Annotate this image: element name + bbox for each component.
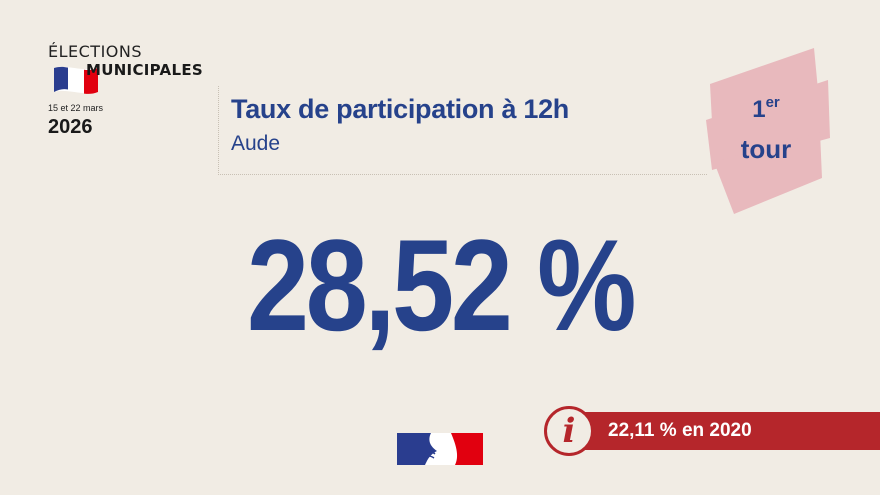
tour-label: tour [740, 134, 792, 164]
tour-number-suffix: er [765, 94, 780, 111]
tour-badge-shape [706, 48, 830, 214]
logo-dates: 15 et 22 mars [48, 103, 104, 113]
tour-number: 1er [752, 94, 780, 123]
page-subtitle: Aude [231, 132, 281, 155]
info-icon-circle [544, 406, 594, 456]
previous-result-bar [570, 412, 880, 450]
previous-result-banner: i 22,11 % en 2020 [544, 403, 880, 459]
info-icon: i [562, 411, 576, 451]
french-flag-icon [54, 66, 98, 94]
participation-rate-value: 28,52 % [246, 212, 637, 358]
logo-municipales-text: MUNICIPALES [86, 61, 203, 79]
page-title: Taux de participation à 12h [231, 94, 569, 124]
logo-elections-text: ÉLECTIONS [48, 42, 143, 61]
header: Taux de participation à 12h Aude [218, 86, 707, 175]
tour-badge: 1er tour [704, 46, 836, 216]
previous-result-text: 22,11 % en 2020 [608, 420, 752, 441]
logo-year: 2026 [48, 116, 93, 138]
marianne-logo-icon [397, 433, 483, 465]
elections-logo: ÉLECTIONS MUNICIPALES 15 et 22 mars 2026 [48, 42, 218, 142]
